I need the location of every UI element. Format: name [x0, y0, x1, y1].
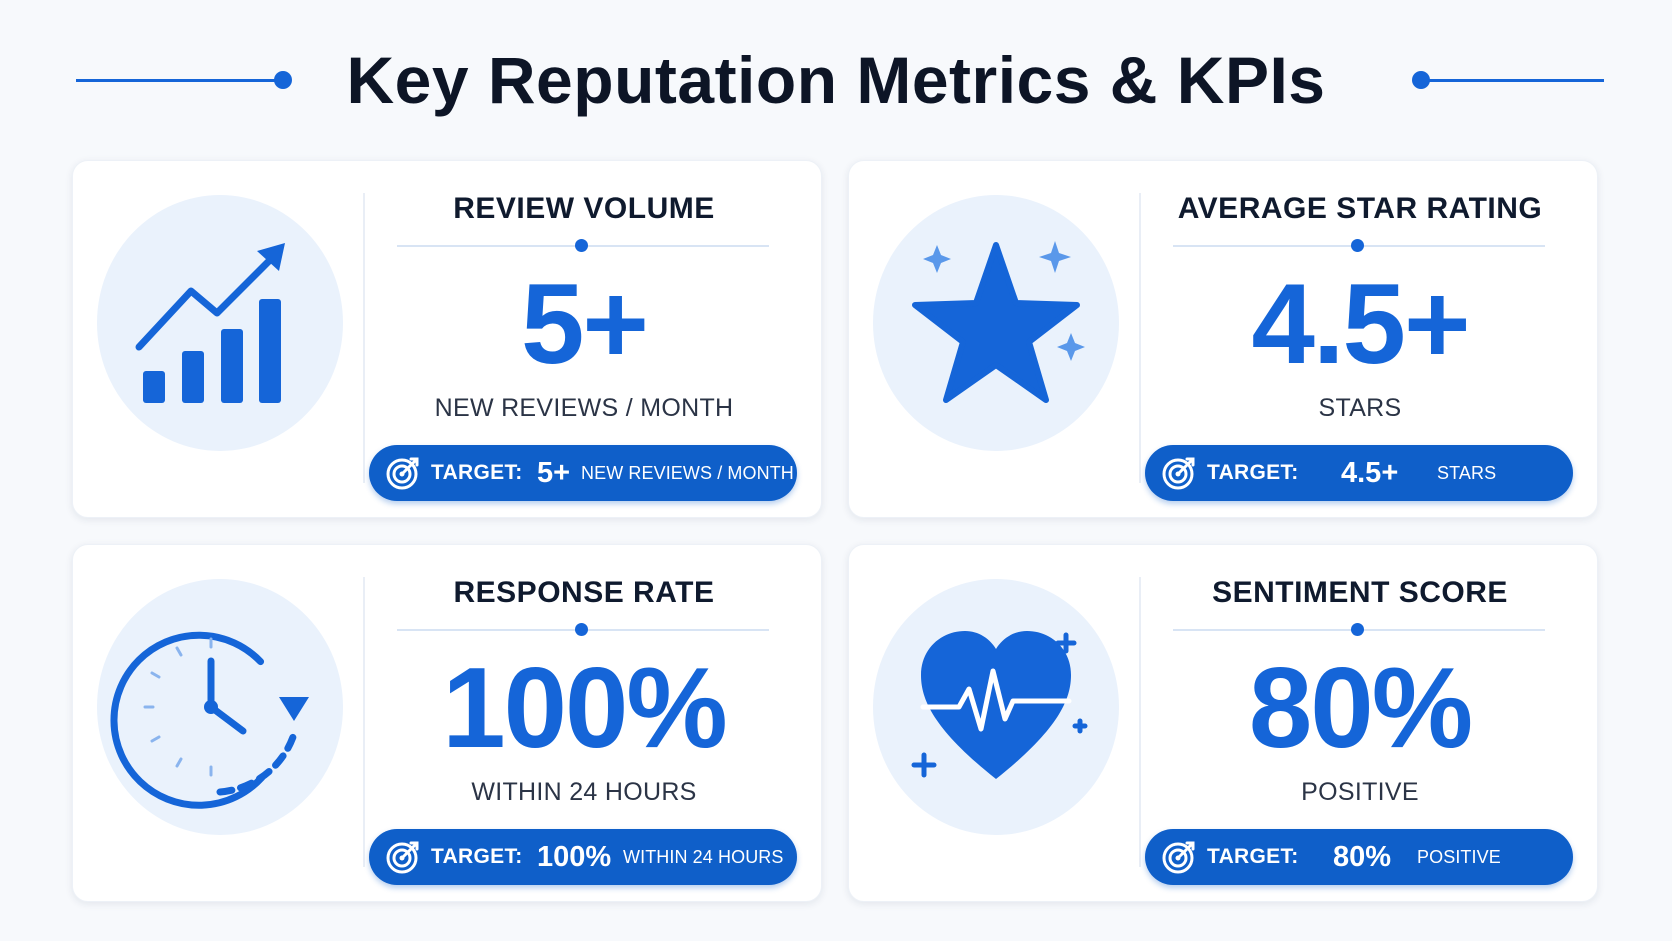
metric-card-sentiment-score: SENTIMENT SCORE 80% POSITIVE TARGET: 80%… — [848, 544, 1598, 902]
icon-badge — [97, 195, 343, 451]
target-icon — [386, 457, 419, 490]
metric-card-review-volume: REVIEW VOLUME 5+ NEW REVIEWS / MONTH TAR… — [72, 160, 822, 518]
target-unit: WITHIN 24 HOURS — [623, 847, 784, 867]
target-icon — [1162, 841, 1195, 874]
title-rule-dot — [1351, 623, 1364, 636]
metric-unit: STARS — [1318, 394, 1402, 422]
metric-unit: POSITIVE — [1301, 778, 1419, 806]
target-icon — [1162, 457, 1195, 490]
target-label: TARGET: — [1207, 845, 1299, 868]
target-label: TARGET: — [431, 845, 523, 868]
target-pill: TARGET: 100% WITHIN 24 HOURS — [369, 829, 797, 885]
header-dot-right — [1412, 71, 1430, 89]
title-rule-dot — [575, 239, 588, 252]
metric-value: 4.5+ — [1251, 261, 1470, 388]
target-pill: TARGET: 80% POSITIVE — [1145, 829, 1573, 885]
metric-unit: WITHIN 24 HOURS — [471, 778, 697, 806]
header-rule-right — [1422, 79, 1604, 82]
metric-card-average-star-rating: AVERAGE STAR RATING 4.5+ STARS TARGET: 4… — [848, 160, 1598, 518]
metric-card-response-rate: RESPONSE RATE 100% WITHIN 24 HOURS TARGE… — [72, 544, 822, 902]
metric-unit: NEW REVIEWS / MONTH — [434, 394, 734, 422]
page-title: Key Reputation Metrics & KPIs — [346, 43, 1326, 117]
metric-title: REVIEW VOLUME — [453, 192, 715, 225]
metric-title: SENTIMENT SCORE — [1212, 576, 1508, 609]
target-value: 100% — [537, 841, 612, 873]
growth-chart-icon — [135, 243, 285, 403]
icon-badge — [97, 579, 343, 835]
icon-badge — [873, 195, 1119, 451]
metric-value: 100% — [442, 645, 728, 772]
card-divider — [363, 577, 365, 867]
header-rule-left — [76, 79, 276, 82]
target-unit: POSITIVE — [1417, 847, 1501, 867]
metric-title: AVERAGE STAR RATING — [1177, 192, 1543, 225]
card-divider — [1139, 577, 1141, 867]
target-value: 4.5+ — [1341, 457, 1399, 489]
title-rule-dot — [575, 623, 588, 636]
target-unit: STARS — [1437, 463, 1497, 483]
page-header: Key Reputation Metrics & KPIs — [0, 0, 1672, 160]
title-rule-dot — [1351, 239, 1364, 252]
target-value: 5+ — [537, 457, 571, 489]
icon-badge — [873, 579, 1119, 835]
metric-title: RESPONSE RATE — [453, 576, 715, 609]
target-label: TARGET: — [1207, 461, 1299, 484]
target-label: TARGET: — [431, 461, 523, 484]
metric-value: 80% — [1248, 645, 1473, 772]
header-dot-left — [274, 71, 292, 89]
star-icon — [912, 241, 1085, 403]
heartbeat-icon — [911, 631, 1088, 779]
target-icon — [386, 841, 419, 874]
clock-icon — [110, 631, 309, 809]
target-pill: TARGET: 4.5+ STARS — [1145, 445, 1573, 501]
target-value: 80% — [1333, 841, 1392, 873]
card-divider — [1139, 193, 1141, 483]
card-divider — [363, 193, 365, 483]
target-pill: TARGET: 5+ NEW REVIEWS / MONTH — [369, 445, 797, 501]
metric-value: 5+ — [521, 261, 649, 388]
target-unit: NEW REVIEWS / MONTH — [581, 463, 794, 483]
